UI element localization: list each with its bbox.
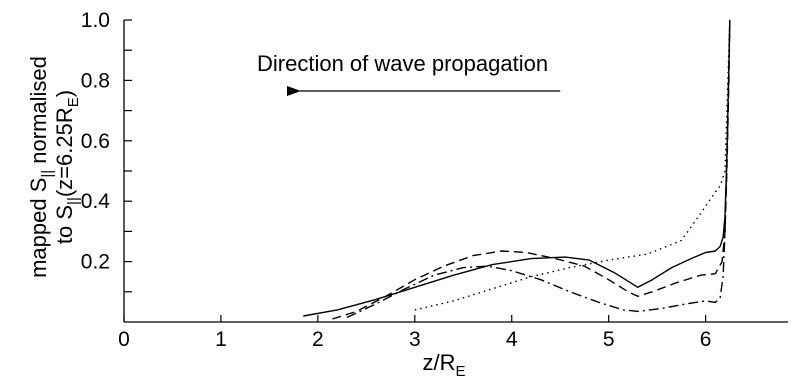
- y-tick-label: 0.4: [81, 190, 111, 213]
- x-axis-title-sub: E: [455, 363, 465, 380]
- ticks: 0 1 2 3 4 5 6 0.2 0.4 0.6 0.8 1.0: [81, 9, 712, 351]
- y-axis-title-line2-post: ): [52, 90, 77, 97]
- y-axis-title-line2: to S||(z=6.25RE): [52, 90, 82, 244]
- y-tick-label: 0.2: [81, 251, 110, 274]
- y-tick-label: 1.0: [81, 9, 110, 32]
- y-axis-title-line1-post: normalised: [26, 56, 51, 170]
- y-tick-label: 0.6: [81, 130, 110, 153]
- x-axis-title-base: z/R: [422, 350, 455, 375]
- series-line-solid: [303, 19, 731, 317]
- series-line-dashed: [332, 19, 731, 320]
- series-layer: [303, 19, 731, 320]
- y-tick-label: 0.8: [81, 69, 110, 92]
- y-axis-title-line2-mid: (z=6.25R: [52, 107, 77, 197]
- x-tick-label: 1: [215, 328, 227, 351]
- y-axis-title-line2-pre: to S: [52, 205, 77, 244]
- series-line-dashdot: [346, 19, 731, 319]
- y-axis-title-line1-pre: mapped S: [26, 178, 51, 278]
- x-tick-label: 0: [118, 328, 130, 351]
- y-axis-title-line1-sub: ||: [39, 170, 56, 178]
- x-tick-label: 2: [312, 328, 324, 351]
- annotation-text: Direction of wave propagation: [257, 51, 548, 76]
- y-axis-title: mapped S|| normalised to S||(z=6.25RE): [26, 56, 82, 278]
- y-axis-title-line1: mapped S|| normalised: [26, 56, 56, 278]
- y-axis-title-line2-sub: ||: [65, 197, 82, 205]
- x-tick-label: 3: [409, 328, 421, 351]
- y-axis-title-line2-sub2: E: [65, 97, 82, 107]
- x-axis-title: z/RE: [422, 350, 465, 380]
- x-tick-label: 6: [700, 328, 712, 351]
- x-tick-label: 4: [506, 328, 518, 351]
- x-tick-label: 5: [603, 328, 615, 351]
